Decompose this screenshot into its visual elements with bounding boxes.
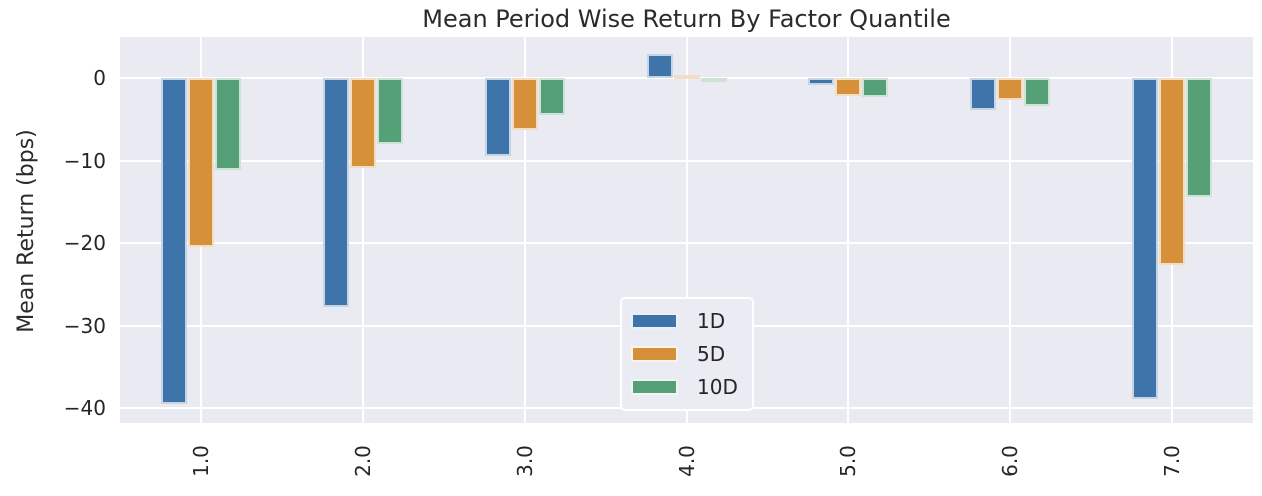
y-tick-label: −20 [63, 231, 106, 256]
x-tick-label: 6.0 [998, 445, 1023, 477]
bar-1D-q3.0 [484, 78, 511, 156]
x-tick-label: 4.0 [674, 445, 699, 477]
x-gridline [1009, 37, 1012, 423]
bar-10D-q6.0 [1024, 78, 1051, 107]
legend-swatch-10D [631, 378, 678, 395]
legend: 1D 5D 10D [620, 297, 754, 411]
x-gridline [847, 37, 850, 423]
bar-1D-q2.0 [322, 78, 349, 307]
legend-label: 5D [697, 341, 726, 366]
bar-5D-q1.0 [187, 78, 214, 248]
legend-entry-5D: 5D [631, 342, 752, 366]
bar-5D-q2.0 [349, 78, 376, 169]
legend-label: 1D [697, 309, 726, 334]
bar-1D-q7.0 [1132, 78, 1159, 400]
x-gridline [361, 37, 364, 423]
legend-swatch-1D [631, 313, 678, 330]
x-gridline [685, 37, 688, 423]
x-tick-label: 2.0 [350, 445, 375, 477]
legend-label: 10D [697, 374, 738, 399]
bar-10D-q5.0 [862, 78, 889, 98]
bar-1D-q1.0 [160, 78, 187, 405]
x-tick-label: 5.0 [836, 445, 861, 477]
x-tick-label: 1.0 [188, 445, 213, 477]
bar-10D-q1.0 [214, 78, 241, 170]
bar-5D-q3.0 [511, 78, 538, 131]
legend-swatch-5D [631, 345, 678, 362]
y-tick-label: 0 [93, 66, 106, 91]
bar-10D-q3.0 [538, 78, 565, 115]
bar-1D-q4.0 [646, 54, 673, 79]
bar-5D-q5.0 [835, 78, 862, 96]
x-tick-label: 3.0 [512, 445, 537, 477]
bar-5D-q6.0 [997, 78, 1024, 100]
y-tick-label: −40 [63, 396, 106, 421]
bar-5D-q7.0 [1159, 78, 1186, 265]
x-gridline [523, 37, 526, 423]
y-tick-label: −30 [63, 313, 106, 338]
bar-10D-q7.0 [1186, 78, 1213, 197]
bar-10D-q4.0 [700, 78, 727, 83]
bar-10D-q2.0 [376, 78, 403, 145]
chart-title: Mean Period Wise Return By Factor Quanti… [422, 5, 951, 33]
bar-5D-q4.0 [673, 74, 700, 79]
legend-entry-10D: 10D [631, 375, 752, 399]
bar-1D-q5.0 [808, 78, 835, 85]
bar-1D-q6.0 [970, 78, 997, 111]
x-tick-label: 7.0 [1160, 445, 1185, 477]
legend-entry-1D: 1D [631, 309, 752, 333]
y-tick-label: −10 [63, 148, 106, 173]
